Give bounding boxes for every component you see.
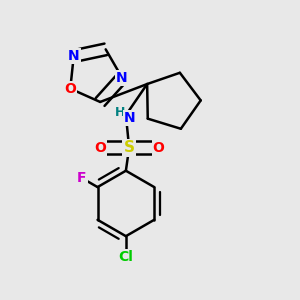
Text: O: O — [94, 141, 106, 155]
Text: H: H — [115, 106, 125, 119]
Text: N: N — [116, 71, 128, 85]
Text: N: N — [124, 111, 136, 125]
Text: O: O — [64, 82, 76, 96]
Text: O: O — [153, 141, 164, 155]
Text: N: N — [68, 49, 80, 63]
Text: S: S — [124, 140, 135, 155]
Text: Cl: Cl — [118, 250, 133, 264]
Text: F: F — [77, 171, 87, 185]
